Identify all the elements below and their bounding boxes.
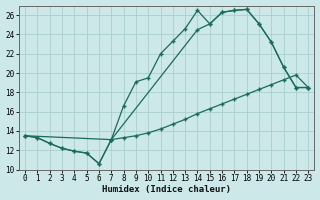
X-axis label: Humidex (Indice chaleur): Humidex (Indice chaleur): [102, 185, 231, 194]
